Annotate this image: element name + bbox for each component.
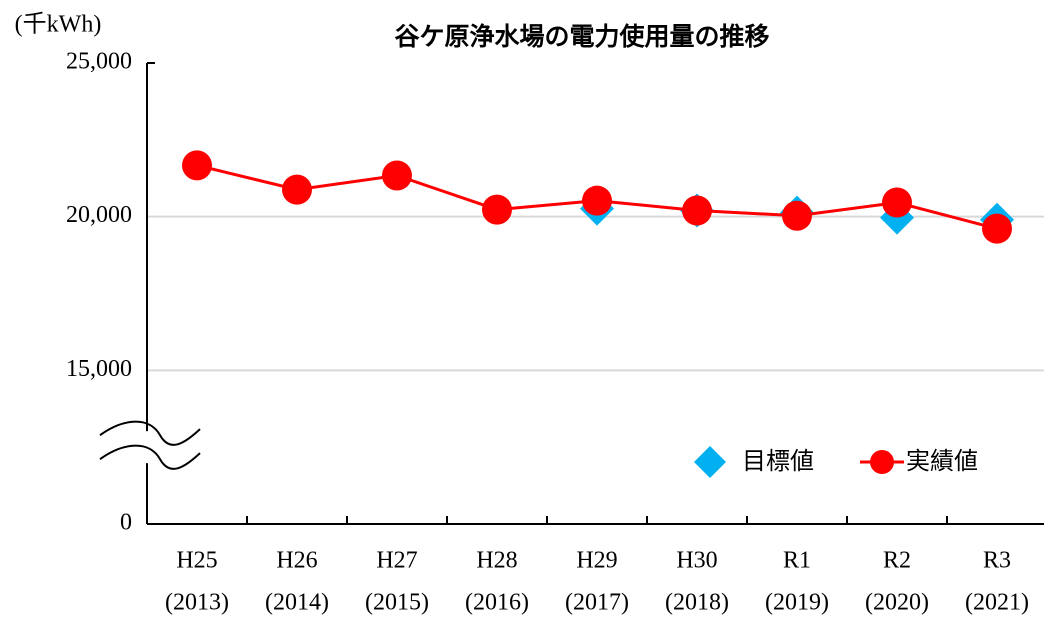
x-tick-label: (2015) [365,590,429,616]
y-tick-label: 20,000 [66,202,132,228]
legend-marker [694,446,726,478]
x-tick-label: R2 [883,548,911,574]
chart-title: 谷ケ原浄水場の電力使用量の推移 [394,22,769,51]
data-point [982,213,1012,244]
x-tick-label: H29 [576,548,617,574]
data-point [182,150,212,181]
x-tick-label: H26 [276,548,317,574]
legend-label: 実績値 [906,447,978,475]
x-tick-label: (2018) [665,590,729,616]
x-tick-label: (2019) [765,590,829,616]
data-point [782,200,812,231]
y-tick-label: 0 [120,510,132,536]
x-tick-label: (2020) [865,590,929,616]
data-point [582,185,612,216]
x-tick-label: R3 [983,548,1011,574]
x-tick-label: H25 [176,548,217,574]
data-point [482,194,512,225]
x-tick-label: R1 [783,548,811,574]
axis-break [99,444,201,470]
y-tick-label: 25,000 [66,49,132,75]
x-tick-label: (2016) [465,590,529,616]
x-tick-label: (2021) [965,590,1029,616]
legend-marker [870,450,894,474]
x-tick-label: (2014) [265,590,329,616]
data-point [882,187,912,218]
x-tick-label: (2017) [565,590,629,616]
data-point [382,160,412,191]
y-axis-label: (千kWh) [15,11,102,38]
axis-break [99,420,201,446]
x-tick-label: (2013) [165,590,229,616]
data-point [282,174,312,205]
data-point [682,195,712,226]
x-tick-label: H28 [476,548,517,574]
y-tick-label: 15,000 [66,356,132,382]
legend-label: 目標値 [742,447,814,475]
x-tick-label: H30 [676,548,717,574]
x-tick-label: H27 [376,548,417,574]
